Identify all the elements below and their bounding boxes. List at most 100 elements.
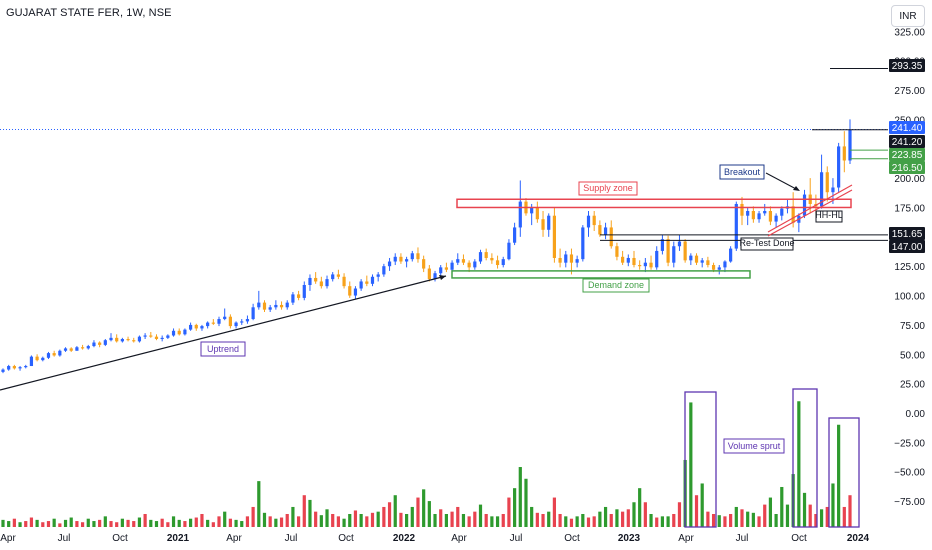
candle-body bbox=[501, 259, 505, 266]
uptrend-label-box bbox=[200, 341, 246, 357]
volume-bar bbox=[1, 519, 5, 527]
volume-bar bbox=[137, 517, 142, 527]
retest-label-box bbox=[740, 237, 794, 251]
x-tick-label: 2022 bbox=[393, 533, 416, 544]
candle-body bbox=[683, 241, 687, 261]
volume-bar bbox=[279, 517, 284, 527]
hh-hl-label: HH-HL bbox=[815, 210, 843, 223]
candle-body bbox=[387, 261, 392, 267]
volume-bar bbox=[689, 402, 693, 527]
volume-bar bbox=[632, 502, 636, 527]
volume-bar bbox=[530, 506, 534, 527]
candle-body bbox=[314, 277, 318, 282]
candle-body bbox=[717, 267, 721, 270]
volume-bar bbox=[7, 521, 11, 527]
price-axis-label: 151.65 bbox=[889, 227, 925, 240]
currency-selector[interactable]: INR bbox=[891, 5, 925, 27]
x-tick-label: 2024 bbox=[847, 533, 870, 544]
volume-bar bbox=[325, 509, 329, 527]
price-axis-label: 147.00 bbox=[889, 240, 925, 253]
candle-body bbox=[58, 350, 62, 356]
volume-bar bbox=[302, 495, 306, 527]
volume-bar bbox=[780, 486, 784, 527]
volume-bar bbox=[120, 518, 124, 527]
volume-bar bbox=[456, 506, 460, 527]
candle-body bbox=[632, 257, 636, 266]
candle-body bbox=[63, 348, 68, 351]
candle-body bbox=[530, 207, 534, 214]
candle-body bbox=[149, 335, 153, 337]
volume-bar bbox=[353, 510, 358, 527]
candle-body bbox=[353, 288, 358, 296]
volume-bar bbox=[223, 511, 227, 527]
price-axis-label-bg bbox=[889, 59, 925, 72]
volume-bar bbox=[41, 522, 45, 527]
volume-bar bbox=[240, 521, 244, 527]
volume-bar bbox=[819, 509, 824, 527]
candle-body bbox=[751, 211, 755, 220]
volume-bar bbox=[75, 521, 79, 527]
volume-bar bbox=[524, 478, 528, 527]
price-axis-label-bg bbox=[889, 227, 925, 240]
candle-body bbox=[694, 255, 699, 263]
demand-zone-box bbox=[451, 270, 751, 279]
candle-body bbox=[495, 260, 500, 266]
price-axis-label-bg bbox=[889, 121, 925, 134]
breakout-label-box bbox=[719, 164, 765, 180]
candle-body bbox=[819, 172, 824, 207]
candle-body bbox=[672, 246, 676, 263]
x-tick-label: Oct bbox=[564, 533, 580, 544]
volume-bar bbox=[245, 516, 250, 527]
volume-bar bbox=[257, 481, 261, 527]
candle-body bbox=[638, 265, 642, 267]
candle-body bbox=[541, 219, 545, 230]
price-axis-label: 216.50 bbox=[889, 161, 925, 174]
candle-body bbox=[774, 215, 778, 222]
candle-body bbox=[575, 259, 579, 263]
candle-body bbox=[564, 254, 568, 263]
y-tick-label: 250.00 bbox=[894, 115, 925, 126]
volume-bar bbox=[785, 504, 790, 527]
candle-body bbox=[422, 259, 426, 269]
candle-body bbox=[757, 213, 761, 220]
volume-bar bbox=[655, 517, 659, 527]
candle-body bbox=[706, 260, 710, 266]
volume-bar bbox=[507, 497, 511, 527]
y-tick-label: 25.00 bbox=[900, 380, 925, 391]
candle-body bbox=[331, 274, 335, 280]
x-tick-label: Jul bbox=[58, 533, 71, 544]
volume-bar bbox=[348, 513, 352, 527]
volume-bar bbox=[729, 513, 733, 527]
volume-bar bbox=[58, 523, 62, 527]
volume-bar bbox=[251, 506, 255, 527]
volume-bar bbox=[188, 518, 193, 527]
candle-body bbox=[1, 369, 5, 372]
volume-bar bbox=[234, 519, 238, 527]
candle-body bbox=[791, 206, 795, 223]
candle-body bbox=[831, 187, 835, 193]
candle-body bbox=[257, 302, 261, 308]
candle-body bbox=[598, 225, 602, 235]
candle-body bbox=[211, 322, 215, 324]
volume-bar bbox=[439, 509, 443, 527]
volume-bar bbox=[740, 509, 744, 527]
candle-body bbox=[518, 201, 522, 228]
candle-body bbox=[92, 342, 96, 347]
uptrend-label-text: Uptrend bbox=[207, 344, 239, 354]
hh-hl-line bbox=[767, 189, 853, 237]
candle-body bbox=[615, 246, 619, 257]
symbol-title: GUJARAT STATE FER, 1W, NSE bbox=[6, 7, 172, 19]
hh-hl-label-box bbox=[815, 210, 843, 223]
candle-body bbox=[643, 262, 647, 267]
candle-body bbox=[336, 274, 340, 277]
candle-body bbox=[342, 276, 346, 287]
x-tick-label: Apr bbox=[678, 533, 694, 544]
volume-highlight-box bbox=[684, 391, 717, 528]
price-axis-label-text: 216.50 bbox=[892, 163, 923, 174]
candle-body bbox=[552, 215, 557, 258]
volume-bar bbox=[370, 512, 375, 527]
candle-body bbox=[46, 353, 51, 358]
price-axis-label-text: 223.85 bbox=[892, 150, 923, 161]
volume-bar bbox=[336, 516, 340, 527]
